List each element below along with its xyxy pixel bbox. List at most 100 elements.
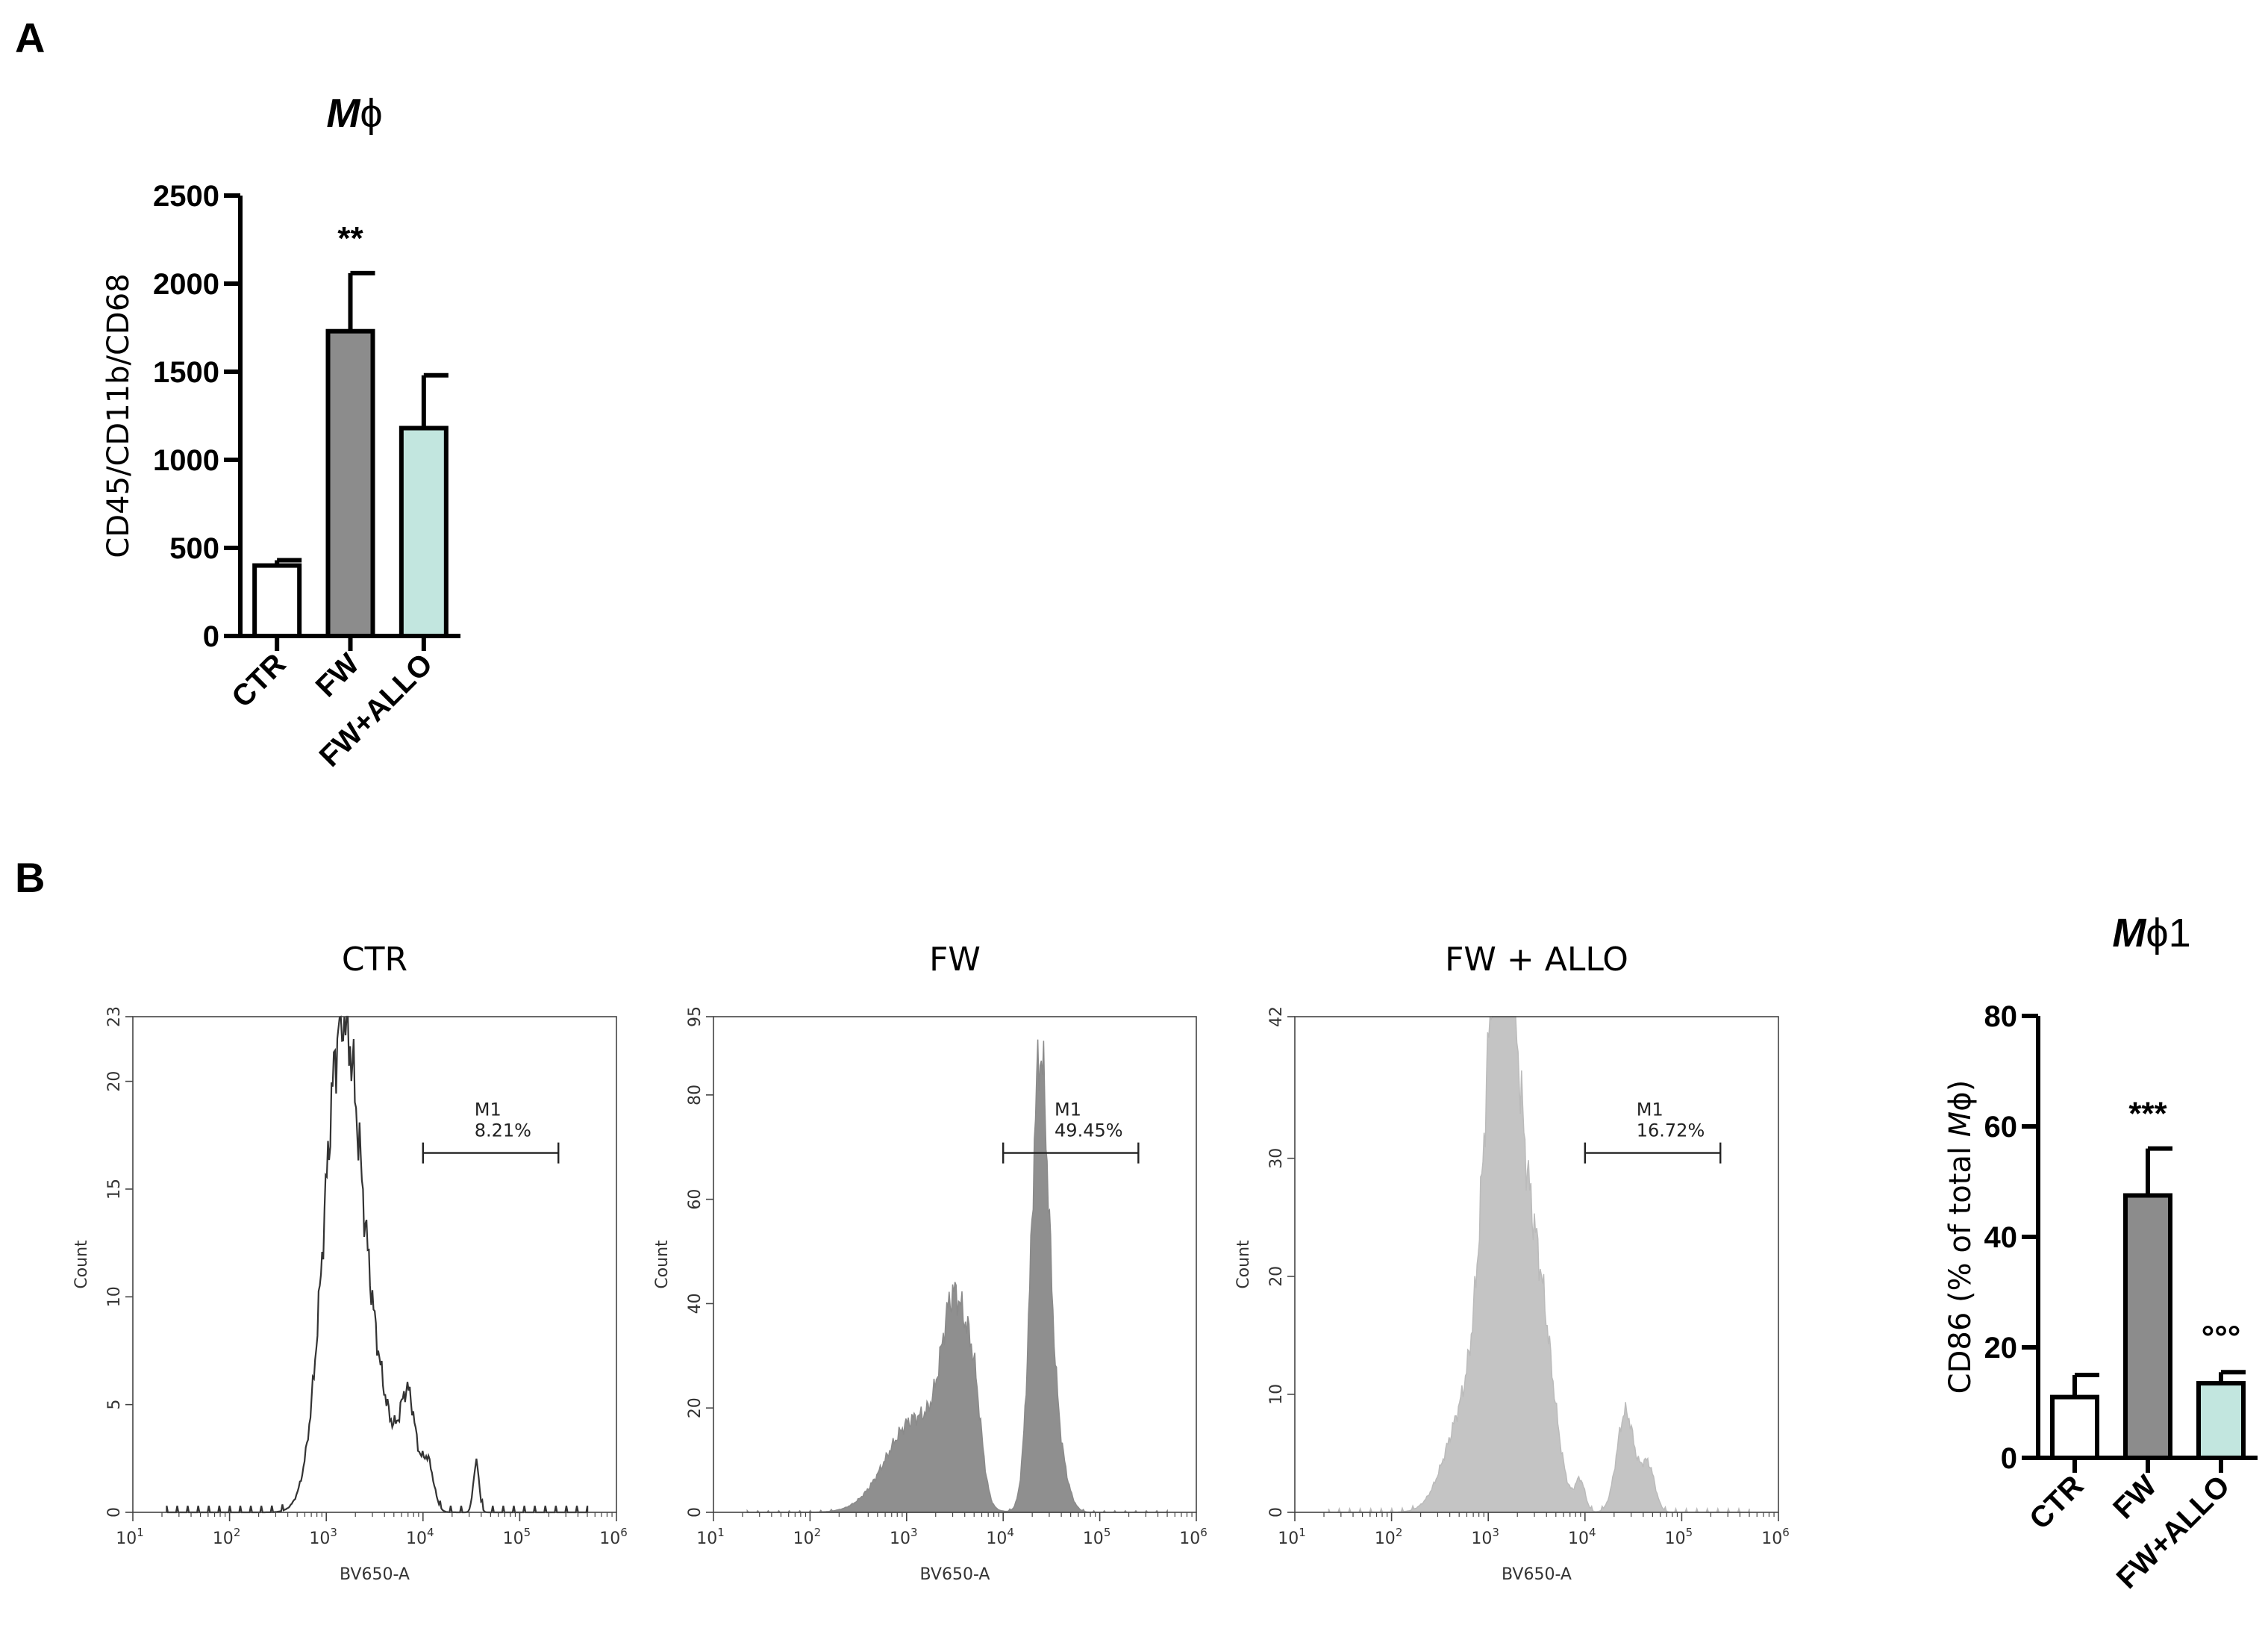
- x-tick-base: 10: [1665, 1529, 1686, 1548]
- x-tick-exponent: 4: [427, 1526, 434, 1539]
- y-tick-label: 80: [1984, 1000, 2018, 1033]
- x-tick-base: 10: [213, 1529, 234, 1548]
- y-tick-label: 5: [105, 1400, 124, 1410]
- chart-title-main: M: [2112, 911, 2146, 955]
- bar-chart-panel-b: Mϕ1 0 20 40 60 80 CD86 (% of total Mϕ) CTR FW ***…: [1943, 911, 2258, 1595]
- x-tick-label: 105: [1083, 1526, 1111, 1548]
- y-tick-label: 2000: [153, 268, 219, 301]
- histogram-title: FW: [929, 941, 981, 979]
- x-tick-label: 105: [503, 1526, 531, 1548]
- y-tick-label: 42: [1267, 1006, 1286, 1027]
- y-tick-label: 60: [1984, 1111, 2018, 1144]
- plot-frame: [713, 1016, 1197, 1513]
- y-tick-label: 15: [105, 1179, 124, 1200]
- x-tick-base: 10: [116, 1529, 137, 1548]
- y-tick-label: 40: [686, 1293, 705, 1314]
- y-tick-label: 23: [105, 1006, 124, 1027]
- x-tick-label: 104: [986, 1526, 1014, 1548]
- x-tick-base: 10: [890, 1529, 910, 1548]
- y-tick-label: 0: [105, 1507, 124, 1518]
- gate-percent: 16.72%: [1637, 1120, 1705, 1141]
- x-tick-label: 106: [1761, 1526, 1790, 1548]
- x-tick-base: 10: [1278, 1529, 1299, 1548]
- x-tick-label: 106: [599, 1526, 628, 1548]
- y-tick-label: 1500: [153, 356, 219, 389]
- x-tick-label: 104: [1568, 1526, 1596, 1548]
- y-tick-label: 0: [686, 1507, 705, 1518]
- y-axis-label-suffix: ϕ): [1943, 1080, 1978, 1111]
- x-tick-exponent: 3: [330, 1526, 337, 1539]
- y-tick-label: 20: [1984, 1332, 2018, 1365]
- histogram-line: [166, 1015, 589, 1514]
- x-tick-label: 101: [1278, 1526, 1306, 1548]
- chart-title-sub: ϕ: [360, 91, 382, 136]
- x-axis-label: BV650-A: [340, 1565, 410, 1584]
- chart-title-sub: ϕ1: [2146, 911, 2190, 955]
- chart-title-main: M: [326, 91, 360, 136]
- y-tick-label: 0: [1267, 1507, 1286, 1518]
- bar: [325, 328, 375, 638]
- y-tick-label: 20: [1267, 1266, 1286, 1287]
- x-tick-exponent: 5: [524, 1526, 531, 1539]
- chart-title: Mϕ: [326, 91, 382, 136]
- x-tick-exponent: 6: [1200, 1526, 1208, 1539]
- x-tick-exponent: 3: [1492, 1526, 1499, 1539]
- y-tick-label: 60: [686, 1189, 705, 1210]
- x-tick-base: 10: [1568, 1529, 1589, 1548]
- y-tick-label: 40: [1984, 1221, 2018, 1254]
- x-tick-label: 102: [213, 1526, 241, 1548]
- x-tick-label: CTR: [2023, 1469, 2090, 1535]
- y-tick-label: 10: [105, 1286, 124, 1307]
- plot-frame: [132, 1016, 617, 1513]
- significance-label: **: [337, 220, 363, 257]
- x-tick-exponent: 4: [1007, 1526, 1014, 1539]
- gate-label: M1: [1055, 1100, 1081, 1120]
- x-tick-label: 102: [793, 1526, 822, 1548]
- histogram-title: CTR: [342, 941, 407, 979]
- x-tick-exponent: 4: [1589, 1526, 1596, 1539]
- x-tick-base: 10: [1083, 1529, 1104, 1548]
- x-tick-base: 10: [1761, 1529, 1782, 1548]
- bar: [399, 425, 449, 639]
- x-tick-base: 10: [599, 1529, 620, 1548]
- y-tick-label: 95: [686, 1006, 705, 1027]
- y-axis-label: Count: [653, 1240, 672, 1289]
- x-tick-base: 10: [309, 1529, 330, 1548]
- x-tick-label: 101: [116, 1526, 144, 1548]
- significance-label: ***: [2128, 1096, 2167, 1132]
- x-tick-exponent: 1: [1299, 1526, 1306, 1539]
- x-tick-exponent: 6: [620, 1526, 628, 1539]
- x-axis-label: BV650-A: [1502, 1565, 1572, 1584]
- x-tick-label: 101: [696, 1526, 725, 1548]
- gate-label: M1: [1637, 1100, 1663, 1120]
- x-tick-label: 103: [1471, 1526, 1499, 1548]
- bar: [2050, 1394, 2099, 1460]
- y-tick-label: 30: [1267, 1148, 1286, 1169]
- x-tick-label: 103: [890, 1526, 918, 1548]
- y-tick-label: 0: [2001, 1442, 2017, 1475]
- x-tick-base: 10: [503, 1529, 524, 1548]
- x-tick-label: 106: [1179, 1526, 1208, 1548]
- y-axis-label: Count: [1234, 1240, 1253, 1289]
- x-tick-label: 105: [1665, 1526, 1693, 1548]
- x-axis-label: BV650-A: [920, 1565, 990, 1584]
- x-tick-base: 10: [406, 1529, 427, 1548]
- x-tick-label: FW: [2107, 1469, 2163, 1525]
- x-tick-exponent: 2: [234, 1526, 241, 1539]
- x-tick-label: 102: [1375, 1526, 1403, 1548]
- gate-percent: 49.45%: [1055, 1120, 1123, 1141]
- x-tick-exponent: 3: [910, 1526, 918, 1539]
- y-axis-label: Count: [72, 1240, 91, 1289]
- x-tick-base: 10: [1471, 1529, 1492, 1548]
- histogram-area: [1328, 1016, 1750, 1513]
- y-tick-label: 10: [1267, 1384, 1286, 1405]
- y-axis-label-prefix: CD86 (% of total: [1943, 1137, 1978, 1394]
- gate-percent: 8.21%: [475, 1120, 531, 1141]
- bar: [2123, 1193, 2172, 1460]
- y-tick-label: 500: [169, 532, 219, 565]
- chart-title: Mϕ1: [2112, 911, 2190, 955]
- y-tick-label: 20: [105, 1071, 124, 1092]
